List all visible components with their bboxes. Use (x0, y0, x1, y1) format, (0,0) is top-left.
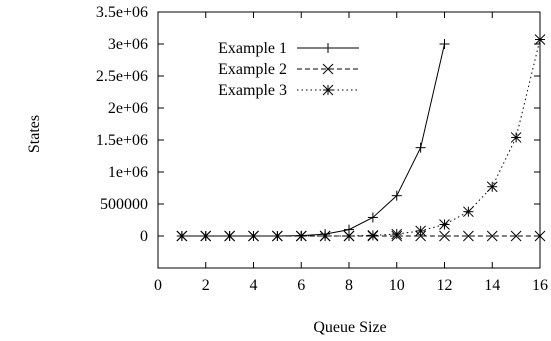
legend-label: Example 3 (218, 82, 287, 99)
marker-stroke (367, 230, 379, 241)
data-point (463, 206, 474, 218)
data-point (439, 230, 450, 242)
series-layer (176, 34, 546, 242)
data-point (367, 212, 378, 223)
legend-marker (323, 43, 333, 53)
y-tick-label: 3e+06 (108, 36, 148, 53)
marker-stroke (534, 34, 546, 45)
data-point (439, 39, 450, 49)
marker-stroke (176, 230, 188, 242)
x-tick-label: 10 (389, 277, 405, 294)
marker-stroke (415, 230, 426, 242)
legend-label: Example 2 (218, 61, 287, 78)
legend-item-3: Example 3 (218, 82, 359, 99)
legend-label: Example 1 (218, 40, 287, 57)
data-point (200, 230, 212, 242)
marker-stroke (272, 230, 283, 242)
data-point (415, 230, 426, 242)
legend-marker (322, 84, 334, 96)
y-tick-label: 2e+06 (108, 100, 148, 117)
x-tick-label: 4 (250, 277, 258, 294)
marker-stroke (486, 181, 498, 193)
marker-stroke (510, 132, 522, 143)
data-point (391, 190, 402, 201)
marker-stroke (463, 230, 474, 242)
x-tick-label: 16 (532, 277, 548, 294)
data-point (391, 228, 403, 240)
data-point (486, 230, 498, 242)
x-tick-label: 8 (345, 277, 353, 294)
x-tick-label: 14 (484, 277, 500, 294)
marker-stroke (391, 228, 403, 240)
x-axis: 0 2 4 6 8 10 12 14 16 (154, 12, 548, 294)
marker-stroke (343, 230, 355, 242)
data-point (248, 230, 259, 242)
x-tick-label: 0 (154, 277, 162, 294)
legend-marker (322, 63, 334, 75)
data-point (415, 225, 426, 237)
y-tick-label: 1.5e+06 (96, 132, 148, 149)
y-tick-label: 1e+06 (108, 164, 148, 181)
y-tick-label: 0 (140, 228, 148, 245)
data-point (463, 230, 474, 242)
data-point (534, 34, 546, 45)
marker-stroke (224, 230, 235, 242)
y-tick-label: 3.5e+06 (96, 4, 148, 21)
data-point (224, 230, 235, 242)
marker-stroke (319, 230, 331, 242)
legend-item-1: Example 1 (218, 40, 359, 57)
marker-stroke (463, 206, 474, 218)
data-point (343, 230, 355, 242)
marker-stroke (510, 230, 522, 242)
data-point (510, 132, 522, 143)
marker-stroke (439, 219, 450, 230)
y-tick-label: 2.5e+06 (96, 68, 148, 85)
marker-stroke (248, 230, 259, 242)
marker-stroke (295, 230, 307, 242)
x-axis-label: Queue Size (313, 319, 386, 336)
y-axis-label: States (26, 115, 43, 153)
x-tick-label: 6 (297, 277, 305, 294)
marker-stroke (200, 230, 212, 242)
x-tick-label: 12 (437, 277, 453, 294)
marker-stroke (439, 230, 450, 242)
legend-item-2: Example 2 (218, 61, 359, 78)
marker-stroke (534, 230, 546, 242)
legend: Example 1 Example 2 Example 3 (218, 40, 359, 99)
data-point (367, 230, 379, 241)
data-point (486, 181, 498, 193)
data-point (176, 230, 188, 242)
y-axis: 0 500000 1e+06 1.5e+06 2e+06 2.5e+06 3e+06 3.5e… (96, 4, 540, 245)
y-tick-label: 500000 (100, 196, 148, 213)
data-point (295, 230, 307, 242)
data-point (534, 230, 546, 242)
marker-stroke (322, 84, 334, 96)
marker-stroke (415, 225, 426, 237)
data-point (415, 142, 426, 153)
data-point (439, 219, 450, 230)
series-line (181, 39, 541, 237)
data-point (319, 230, 331, 242)
series-3 (176, 34, 546, 242)
data-point (272, 230, 283, 242)
data-point (510, 230, 522, 242)
x-tick-label: 2 (202, 277, 210, 294)
marker-stroke (322, 63, 334, 75)
marker-stroke (486, 230, 498, 242)
